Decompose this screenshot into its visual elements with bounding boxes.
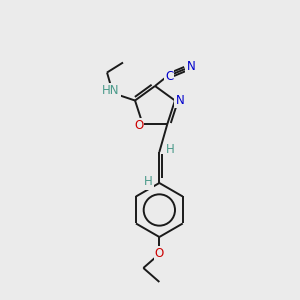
Text: C: C (165, 70, 173, 83)
Text: H: H (144, 176, 153, 188)
Text: HN: HN (102, 84, 120, 97)
Text: O: O (134, 119, 143, 133)
Text: N: N (187, 61, 195, 74)
Text: O: O (155, 248, 164, 260)
Text: N: N (176, 94, 184, 107)
Text: H: H (166, 143, 175, 157)
